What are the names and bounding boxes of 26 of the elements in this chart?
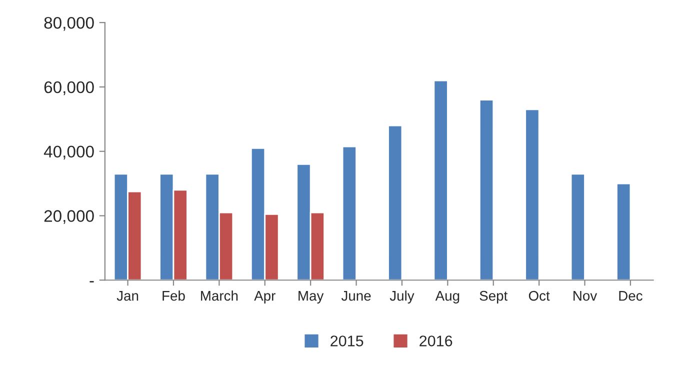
- x-tick-label: June: [341, 291, 371, 301]
- bar: [342, 146, 357, 280]
- x-tick-label: Dec: [619, 291, 642, 301]
- bar: [570, 173, 586, 280]
- x-tick-label: March: [201, 290, 238, 301]
- y-tick-label: -: [90, 281, 94, 282]
- bar: [478, 99, 494, 280]
- y-tick-label: 80,000: [44, 16, 94, 31]
- x-tick-label: Sept: [480, 290, 508, 304]
- x-tick-label: Oct: [528, 290, 550, 301]
- x-tick-label: Jan: [116, 291, 138, 301]
- legend-label: 2016: [420, 336, 452, 346]
- y-tick-label: 20,000: [44, 210, 94, 224]
- x-tick-label: Aug: [435, 291, 460, 304]
- x-tick-label: Feb: [162, 290, 185, 301]
- x-tick-label: Apr: [254, 291, 276, 304]
- y-tick-label: 40,000: [44, 146, 94, 160]
- bar: [616, 182, 632, 280]
- legend-label: 2015: [330, 336, 364, 346]
- bar: [524, 108, 540, 280]
- y-tick-label: 60,000: [44, 81, 94, 96]
- bar: [433, 80, 448, 280]
- bar: [388, 124, 403, 280]
- x-tick-label: May: [298, 291, 324, 304]
- x-tick-label: Nov: [574, 291, 598, 301]
- x-tick-label: July: [390, 290, 414, 304]
